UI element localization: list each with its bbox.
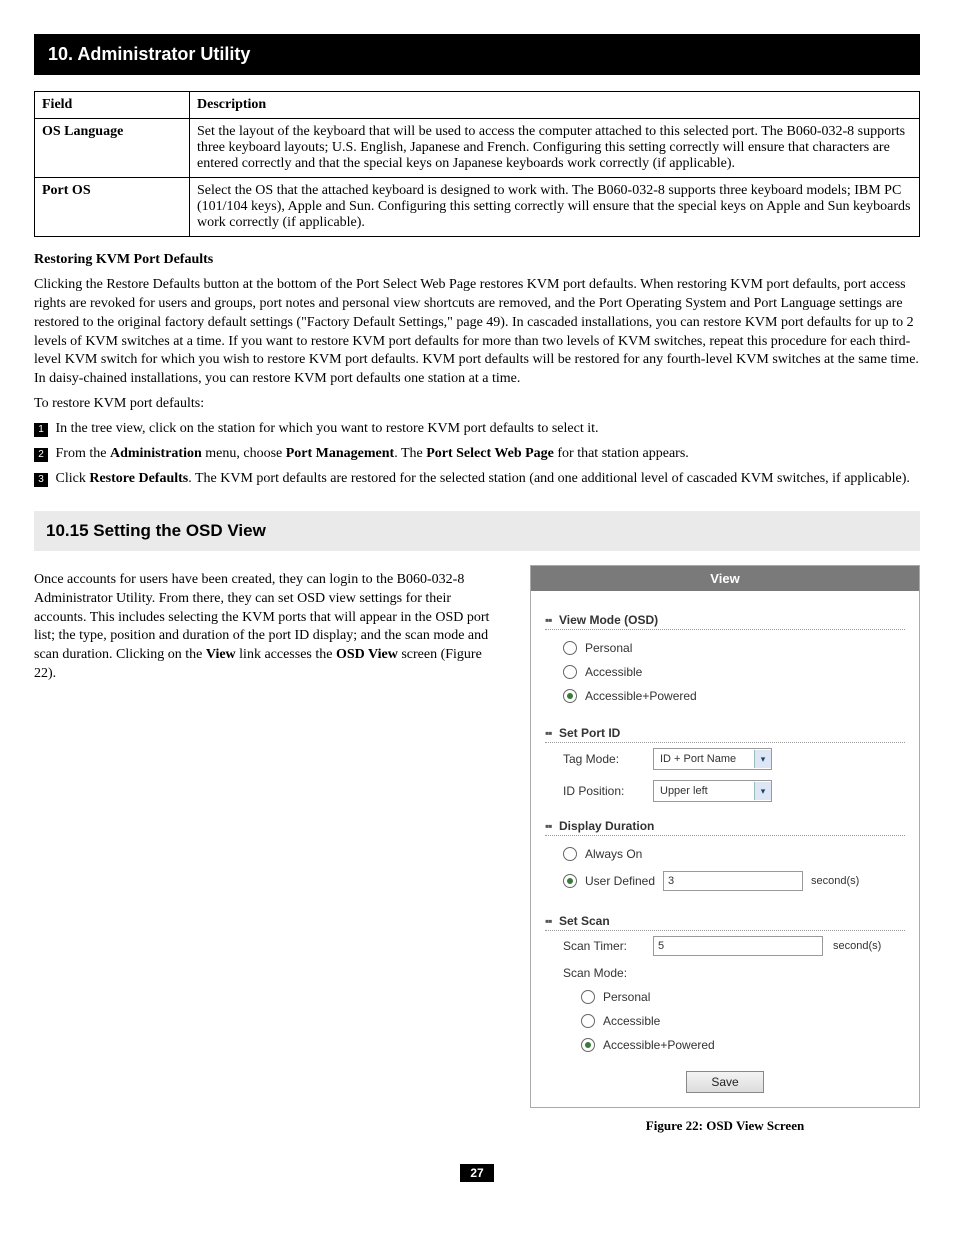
radio-scan-accessible[interactable]: Accessible: [581, 1009, 905, 1033]
field-desc: Set the layout of the keyboard that will…: [190, 119, 920, 178]
restoring-lead: To restore KVM port defaults:: [34, 395, 920, 414]
group-set-scan: ▪▪Set Scan: [545, 910, 905, 931]
group-set-port-id: ▪▪Set Port ID: [545, 722, 905, 743]
field-description-table: Field Description OS Language Set the la…: [34, 91, 920, 237]
scan-timer-input[interactable]: 5: [653, 936, 823, 956]
step-3: 3 Click Restore Defaults. The KVM port d…: [34, 470, 920, 489]
section-1015-heading: 10.15 Setting the OSD View: [34, 511, 920, 551]
id-position-label: ID Position:: [563, 784, 643, 798]
radio-accessible-powered[interactable]: Accessible+Powered: [563, 684, 905, 708]
figure-caption: Figure 22: OSD View Screen: [530, 1118, 920, 1134]
step-1: 1 In the tree view, click on the station…: [34, 420, 920, 439]
radio-personal[interactable]: Personal: [563, 636, 905, 660]
table-row: Port OS Select the OS that the attached …: [35, 178, 920, 237]
page-number: 27: [34, 1164, 920, 1182]
radio-always-on[interactable]: Always On: [563, 842, 905, 866]
field-name: Port OS: [42, 183, 91, 198]
chevron-down-icon: ▾: [754, 782, 771, 800]
step-badge-icon: 3: [34, 473, 48, 487]
chevron-down-icon: ▾: [754, 750, 771, 768]
step-badge-icon: 2: [34, 448, 48, 462]
radio-scan-personal[interactable]: Personal: [581, 985, 905, 1009]
radio-accessible[interactable]: Accessible: [563, 660, 905, 684]
tag-mode-select[interactable]: ID + Port Name ▾: [653, 748, 772, 770]
step-badge-icon: 1: [34, 423, 48, 437]
display-duration-input[interactable]: 3: [663, 871, 803, 891]
seconds-unit: second(s): [833, 940, 881, 952]
field-name: OS Language: [42, 124, 123, 139]
table-header-field: Field: [35, 92, 190, 119]
table-header-description: Description: [190, 92, 920, 119]
section-header: 10. Administrator Utility: [34, 34, 920, 75]
tag-mode-label: Tag Mode:: [563, 752, 643, 766]
scan-timer-label: Scan Timer:: [563, 939, 643, 953]
save-button[interactable]: Save: [686, 1071, 763, 1093]
radio-user-defined[interactable]: User Defined 3 second(s): [563, 866, 905, 896]
osd-view-panel: View ▪▪View Mode (OSD) Personal Accessib…: [530, 565, 920, 1108]
restoring-paragraph: Clicking the Restore Defaults button at …: [34, 276, 920, 389]
panel-title: View: [531, 566, 919, 591]
group-view-mode: ▪▪View Mode (OSD): [545, 609, 905, 630]
group-display-duration: ▪▪Display Duration: [545, 815, 905, 836]
seconds-unit: second(s): [811, 875, 859, 887]
section-1015-paragraph: Once accounts for users have been create…: [34, 571, 506, 684]
table-row: OS Language Set the layout of the keyboa…: [35, 119, 920, 178]
radio-scan-accessible-powered[interactable]: Accessible+Powered: [581, 1033, 905, 1057]
scan-mode-label: Scan Mode:: [563, 966, 643, 980]
field-desc: Select the OS that the attached keyboard…: [190, 178, 920, 237]
restoring-heading: Restoring KVM Port Defaults: [34, 251, 920, 270]
id-position-select[interactable]: Upper left ▾: [653, 780, 772, 802]
step-2: 2 From the Administration menu, choose P…: [34, 445, 920, 464]
